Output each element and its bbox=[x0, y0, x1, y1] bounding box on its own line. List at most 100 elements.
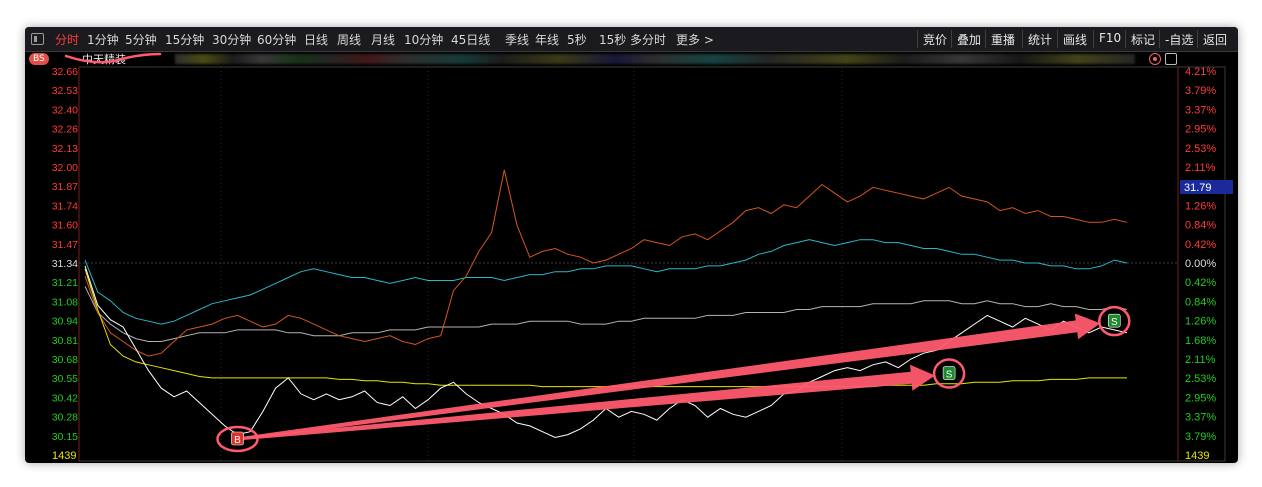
pct-tick-label: 2.53% bbox=[1185, 373, 1216, 385]
price-tick-label: 31.34 bbox=[52, 258, 78, 270]
overlay-line-orange bbox=[84, 169, 1128, 357]
pct-tick-label: 1.26% bbox=[1185, 316, 1216, 328]
toolbar-separator bbox=[1197, 30, 1198, 48]
trade-mark-label-1: S bbox=[946, 370, 953, 381]
trade-mark-label-0: B bbox=[234, 435, 241, 446]
pct-tick-label: 3.79% bbox=[1185, 431, 1216, 443]
toolbar-action-5[interactable]: F10 bbox=[1099, 31, 1122, 45]
price-line bbox=[84, 265, 1128, 439]
pct-tick-label: 3.79% bbox=[1185, 85, 1216, 97]
toolbar-tab-8[interactable]: 月线 bbox=[371, 33, 396, 47]
price-tick-label: 30.94 bbox=[52, 316, 78, 328]
toolbar-action-4[interactable]: 画线 bbox=[1063, 33, 1088, 47]
toolbar-separator bbox=[985, 30, 986, 48]
trade-mark-box-2 bbox=[1107, 313, 1121, 328]
record-icon[interactable] bbox=[1149, 53, 1161, 65]
overlay-line-cyan bbox=[84, 239, 1128, 325]
price-tick-label: 32.13 bbox=[52, 143, 78, 155]
pct-tick-label: 0.84% bbox=[1185, 296, 1216, 308]
toolbar-tab-5[interactable]: 60分钟 bbox=[257, 33, 297, 47]
toolbar-tab-11[interactable]: 季线 bbox=[505, 33, 530, 47]
toolbar-tab-13[interactable]: 5秒 bbox=[567, 33, 587, 47]
toolbar-action-1[interactable]: 叠加 bbox=[957, 33, 982, 47]
price-tick-label: 31.21 bbox=[52, 277, 78, 289]
trade-mark-box-0 bbox=[231, 431, 244, 446]
volume-label-left: 1439 bbox=[52, 450, 76, 462]
volume-label-right: 1439 bbox=[1185, 450, 1209, 462]
bs-badge[interactable]: BS bbox=[29, 53, 49, 65]
annotation-arrow-1 bbox=[237, 313, 1101, 441]
price-tick-label: 32.53 bbox=[52, 85, 78, 97]
pct-tick-label: 0.42% bbox=[1185, 277, 1216, 289]
trade-mark-box-1 bbox=[942, 366, 956, 380]
toolbar-action-3[interactable]: 统计 bbox=[1028, 33, 1053, 47]
price-tick-label: 30.68 bbox=[52, 354, 78, 366]
price-tick-label: 32.00 bbox=[52, 162, 78, 174]
pct-tick-label: 3.37% bbox=[1185, 412, 1216, 424]
pct-tick-label: 2.11% bbox=[1185, 162, 1216, 174]
pct-tick-label: 2.95% bbox=[1185, 124, 1216, 136]
toolbar-separator bbox=[1057, 30, 1058, 48]
overlay-line-gray bbox=[84, 286, 1128, 342]
toolbar-action-6[interactable]: 标记 bbox=[1131, 33, 1156, 47]
toolbar-tab-0[interactable]: 分时 bbox=[55, 33, 80, 47]
toolbar-tab-14[interactable]: 15秒 bbox=[599, 33, 627, 47]
price-tick-label: 30.28 bbox=[52, 412, 78, 424]
pct-tick-label: 1.68% bbox=[1185, 335, 1216, 347]
toolbar-separator bbox=[1159, 30, 1160, 48]
toolbar-tab-12[interactable]: 年线 bbox=[535, 33, 560, 47]
panel-icon[interactable] bbox=[1165, 53, 1177, 65]
toolbar-separator bbox=[1093, 30, 1094, 48]
pct-tick-label: 1.26% bbox=[1185, 200, 1216, 212]
toolbar-tab-2[interactable]: 5分钟 bbox=[125, 33, 157, 47]
current-price-tag-bg bbox=[1180, 180, 1233, 194]
price-tick-label: 32.26 bbox=[52, 124, 78, 136]
price-tick-label: 31.08 bbox=[52, 296, 78, 308]
toolbar-tab-1[interactable]: 1分钟 bbox=[87, 33, 119, 47]
price-tick-label: 31.74 bbox=[52, 200, 78, 212]
toolbar-tab-15[interactable]: 多分时 bbox=[630, 33, 667, 47]
toolbar-tab-4[interactable]: 30分钟 bbox=[212, 33, 252, 47]
pct-tick-label: 0.00% bbox=[1185, 258, 1216, 270]
toolbar-tab-3[interactable]: 15分钟 bbox=[165, 33, 205, 47]
pct-tick-label: 2.11% bbox=[1185, 354, 1216, 366]
annotation-circle-2 bbox=[1098, 305, 1131, 337]
price-tick-label: 31.87 bbox=[52, 181, 78, 193]
annotation-circle-0 bbox=[216, 425, 259, 453]
toolbar-action-8[interactable]: 返回 bbox=[1203, 33, 1228, 47]
price-tick-label: 30.15 bbox=[52, 431, 78, 443]
toolbar-tab-7[interactable]: 周线 bbox=[337, 33, 362, 47]
toolbar-separator bbox=[1125, 30, 1126, 48]
toolbar: 分时 1分钟 5分钟 15分钟 30分钟 60分钟 日线 周线 月线 10分钟 45日线 季线 年线 5秒… bbox=[25, 27, 1238, 52]
price-tick-label: 30.81 bbox=[52, 335, 78, 347]
toolbar-action-7[interactable]: -自选 bbox=[1165, 33, 1194, 47]
pct-tick-label: 3.37% bbox=[1185, 104, 1216, 116]
avg-price-line bbox=[84, 268, 1127, 388]
trade-mark-label-2: S bbox=[1111, 317, 1118, 328]
pixelated-info-strip bbox=[175, 54, 1135, 64]
annotation-circle-1 bbox=[932, 358, 966, 389]
price-tick-label: 32.66 bbox=[52, 66, 78, 78]
sidebar-toggle-icon[interactable] bbox=[31, 33, 44, 45]
toolbar-tab-9[interactable]: 10分钟 bbox=[404, 33, 444, 47]
toolbar-separator bbox=[917, 30, 918, 48]
pct-tick-label: 0.42% bbox=[1185, 239, 1216, 251]
price-tick-label: 30.42 bbox=[52, 392, 78, 404]
toolbar-tab-6[interactable]: 日线 bbox=[304, 33, 329, 47]
toolbar-separator bbox=[1022, 30, 1023, 48]
toolbar-tab-16[interactable]: 更多 > bbox=[676, 33, 714, 47]
annotation-underline bbox=[64, 52, 162, 64]
pct-tick-label: 4.21% bbox=[1185, 66, 1216, 78]
price-tick-label: 32.40 bbox=[52, 104, 78, 116]
chart-window: 分时 1分钟 5分钟 15分钟 30分钟 60分钟 日线 周线 月线 10分钟 45日线 季线 年线 5秒… bbox=[25, 27, 1238, 463]
pct-tick-label: 2.95% bbox=[1185, 392, 1216, 404]
toolbar-tab-10[interactable]: 45日线 bbox=[451, 33, 491, 47]
price-tick-label: 31.47 bbox=[52, 239, 78, 251]
pct-tick-label: 2.53% bbox=[1185, 143, 1216, 155]
toolbar-action-0[interactable]: 竞价 bbox=[923, 33, 948, 47]
current-price-tag: 31.79 bbox=[1184, 182, 1212, 194]
price-tick-label: 31.60 bbox=[52, 220, 78, 232]
price-tick-label: 30.55 bbox=[52, 373, 78, 385]
toolbar-action-2[interactable]: 重播 bbox=[991, 33, 1016, 47]
